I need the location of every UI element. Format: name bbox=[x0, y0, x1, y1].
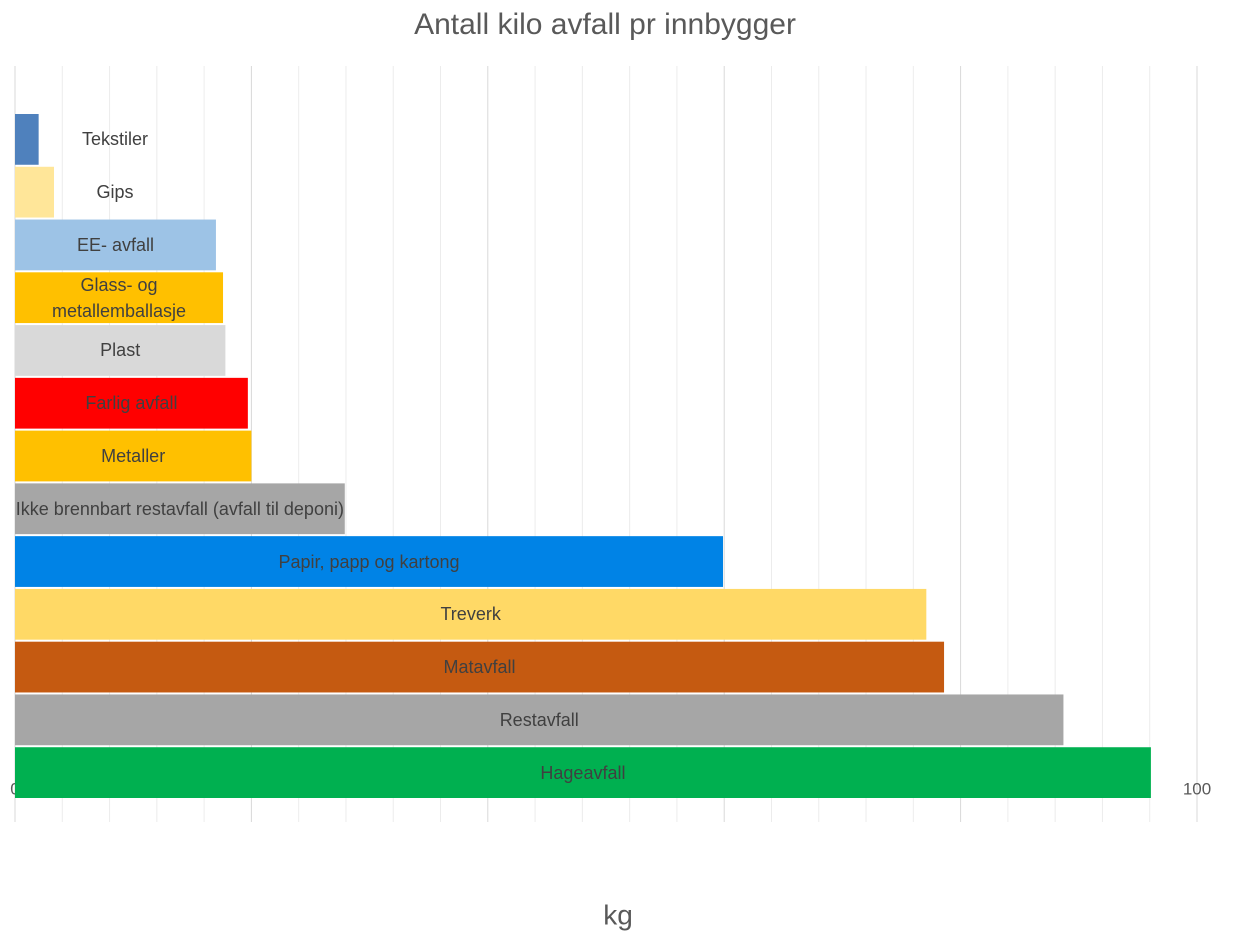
bar bbox=[15, 641, 945, 693]
x-tick-label: 100 bbox=[1183, 779, 1211, 798]
category-label: Metaller bbox=[101, 445, 166, 466]
bar bbox=[15, 377, 248, 429]
bar bbox=[15, 747, 1151, 798]
bar bbox=[15, 166, 55, 218]
category-label: Treverk bbox=[440, 604, 501, 625]
bar bbox=[15, 694, 1064, 746]
category-label: Tekstiler bbox=[81, 129, 148, 150]
category-label: Papir, papp og kartong bbox=[278, 551, 460, 572]
category-label: Plast bbox=[100, 340, 141, 361]
category-label: Glass- og metallemballasje bbox=[51, 274, 187, 321]
chart-title: Antall kilo avfall pr innbygger bbox=[414, 8, 796, 41]
category-label: Gips bbox=[96, 182, 134, 203]
category-label: Restavfall bbox=[499, 709, 579, 730]
bar bbox=[15, 325, 226, 376]
category-label: Hageavfall bbox=[540, 762, 626, 783]
bar bbox=[15, 114, 39, 165]
bar bbox=[15, 219, 216, 271]
bar bbox=[15, 588, 927, 640]
category-label: EE- avfall bbox=[76, 234, 154, 255]
bar bbox=[15, 483, 345, 535]
x-axis-label: kg bbox=[603, 899, 633, 930]
bar bbox=[15, 536, 724, 587]
category-label: Farlig avfall bbox=[85, 393, 178, 414]
bar bbox=[15, 430, 252, 482]
bar bbox=[15, 272, 224, 324]
category-label: Matavfall bbox=[443, 657, 516, 678]
category-label: Ikke brennbart restavfall (avfall til de… bbox=[15, 498, 344, 519]
